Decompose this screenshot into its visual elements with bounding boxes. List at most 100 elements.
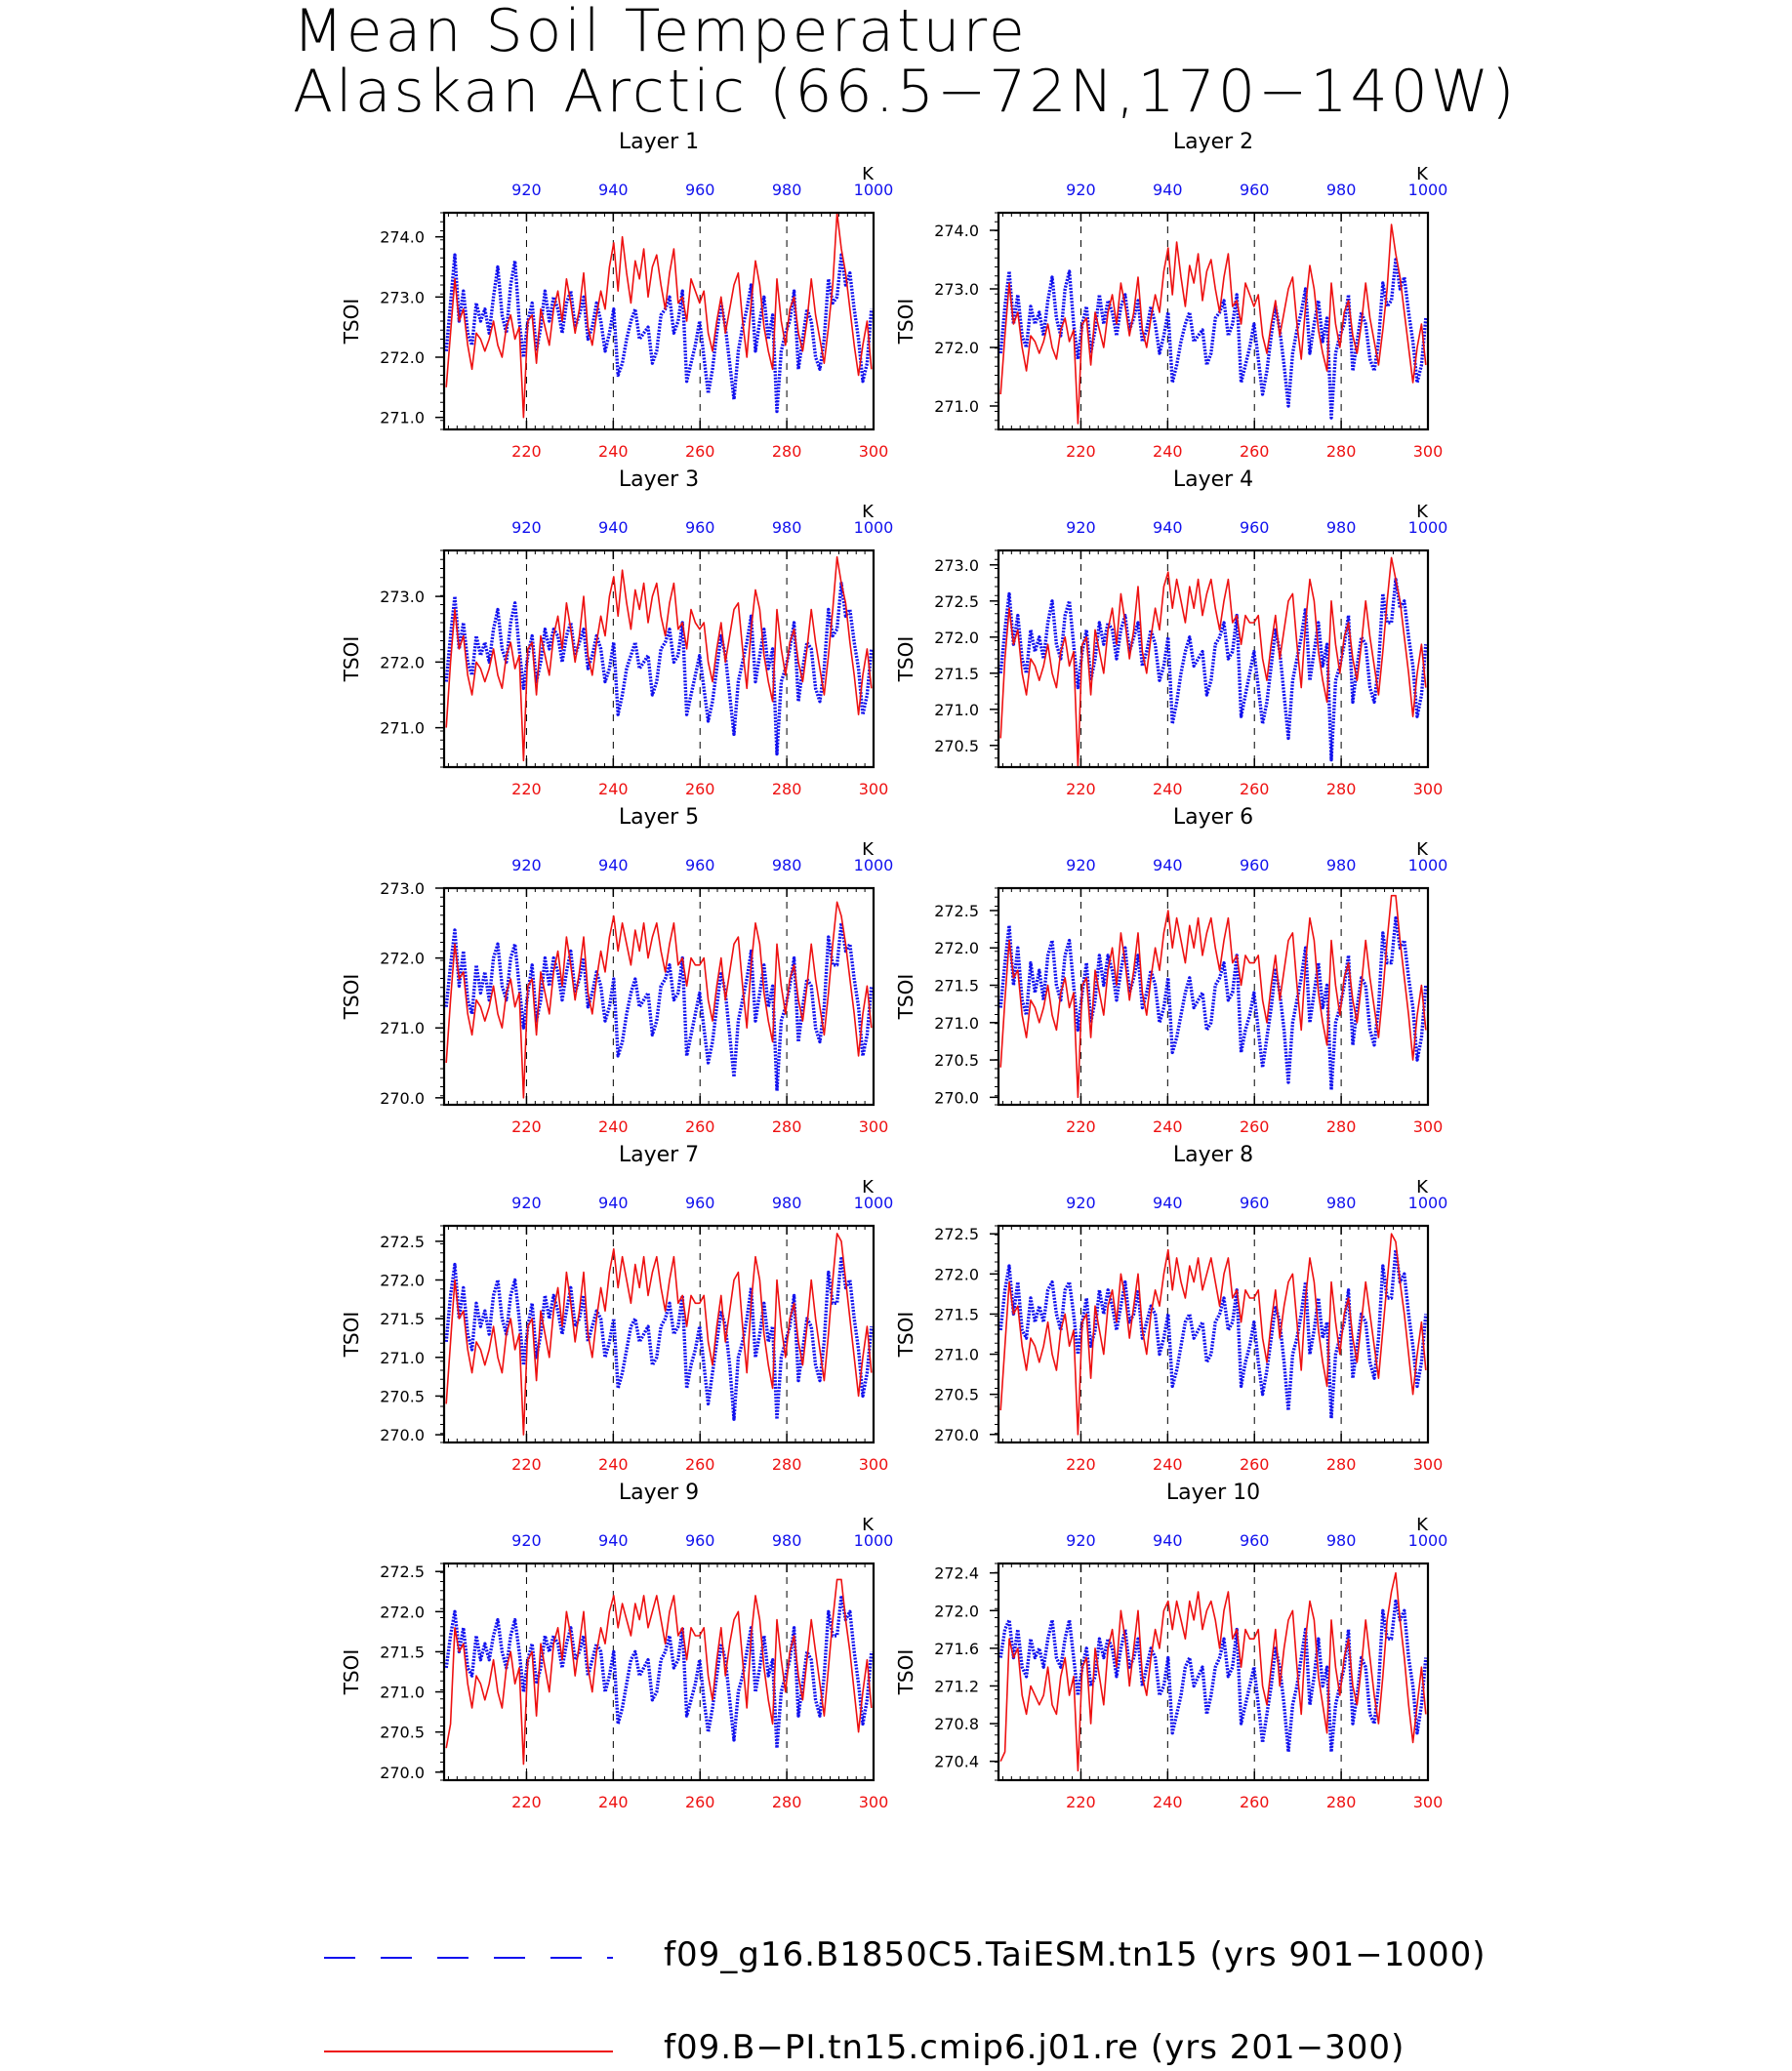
panel-1-left-tick-label: 273.0 bbox=[380, 288, 425, 306]
panel-7-bottom-tick-label: 240 bbox=[598, 1455, 629, 1474]
panel-1-top-tick-label: 940 bbox=[598, 181, 629, 199]
panel-5-bottom-tick-label: 300 bbox=[859, 1117, 889, 1136]
panel-10-bottom-tick-label: 280 bbox=[1326, 1793, 1357, 1811]
panel-6-top-unit: K bbox=[1416, 839, 1429, 860]
panel-10-top-tick-label: 940 bbox=[1153, 1531, 1183, 1550]
panel-8-ylabel: TSOI bbox=[894, 1312, 917, 1359]
panel-6-bottom-tick-label: 240 bbox=[1153, 1117, 1183, 1136]
panel-7-bottom-tick-label: 260 bbox=[685, 1455, 715, 1474]
panel-3-bottom-tick-label: 260 bbox=[685, 780, 715, 798]
panel-10-top-tick-label: 920 bbox=[1066, 1531, 1096, 1550]
panel-9-top-tick-label: 920 bbox=[511, 1531, 542, 1550]
panel-6-left-tick-label: 270.0 bbox=[934, 1088, 979, 1107]
panel-3-top-tick-label: 920 bbox=[511, 518, 542, 537]
panel-5-series-taiesm bbox=[444, 921, 874, 1093]
panel-10-top-tick-label: 980 bbox=[1326, 1531, 1357, 1550]
panel-6-bottom-tick-label: 300 bbox=[1413, 1117, 1444, 1136]
panel-3-top-tick-label: 940 bbox=[598, 518, 629, 537]
panel-3-top-tick-label: 980 bbox=[772, 518, 802, 537]
panel-3-left-tick-label: 273.0 bbox=[380, 588, 425, 606]
panel-1-series-cmip6 bbox=[445, 212, 873, 419]
panel-5-top-tick-label: 940 bbox=[598, 856, 629, 874]
panel-4-left-tick-label: 272.5 bbox=[934, 592, 979, 611]
panel-2-top-tick-label: 960 bbox=[1240, 181, 1270, 199]
panel-9-top-tick-label: 980 bbox=[772, 1531, 802, 1550]
panel-1-top-tick-label: 920 bbox=[511, 181, 542, 199]
panel-5-top-tick-label: 920 bbox=[511, 856, 542, 874]
panel-8-top-tick-label: 980 bbox=[1326, 1194, 1357, 1212]
panel-10-left-tick-label: 270.8 bbox=[934, 1715, 979, 1733]
panel-2-frame bbox=[997, 211, 1430, 431]
panel-8-title: Layer 8 bbox=[1173, 1143, 1253, 1167]
panel-3-bottom-tick-label: 280 bbox=[772, 780, 802, 798]
panel-8-left-tick-label: 272.5 bbox=[934, 1225, 979, 1243]
panel-1-bottom-tick-label: 260 bbox=[685, 442, 715, 461]
panel-3-bottom-tick-label: 220 bbox=[511, 780, 542, 798]
panel-10-bottom-tick-label: 240 bbox=[1153, 1793, 1183, 1811]
panel-2-top-tick-label: 920 bbox=[1066, 181, 1096, 199]
legend-solid-swatch bbox=[324, 2051, 613, 2052]
panel-4-top-unit: K bbox=[1416, 502, 1429, 522]
panel-5-series-cmip6 bbox=[445, 901, 873, 1099]
panel-7-series-taiesm bbox=[444, 1254, 874, 1421]
panel-9-series-taiesm bbox=[444, 1594, 874, 1750]
panel-10-left-tick-label: 270.4 bbox=[934, 1753, 979, 1771]
panel-2-bottom-tick-label: 260 bbox=[1240, 442, 1270, 461]
panel-8-top-tick-label: 920 bbox=[1066, 1194, 1096, 1212]
panel-2-bottom-tick-label: 300 bbox=[1413, 442, 1444, 461]
panel-8-top-tick-label: 940 bbox=[1153, 1194, 1183, 1212]
panel-5-top-tick-label: 980 bbox=[772, 856, 802, 874]
panel-5-ylabel: TSOI bbox=[340, 974, 363, 1021]
panel-10-ylabel: TSOI bbox=[894, 1649, 917, 1696]
panel-3-series-taiesm bbox=[444, 581, 874, 756]
panel-4-bottom-tick-label: 300 bbox=[1413, 780, 1444, 798]
panel-10-frame bbox=[997, 1562, 1430, 1782]
panel-9-series-cmip6 bbox=[445, 1578, 873, 1766]
panel-4-frame bbox=[997, 548, 1430, 769]
panel-9-ylabel: TSOI bbox=[340, 1649, 363, 1696]
panel-5-bottom-tick-label: 280 bbox=[772, 1117, 802, 1136]
panel-4-top-tick-label: 940 bbox=[1153, 518, 1183, 537]
panel-8-series-taiesm bbox=[998, 1247, 1428, 1421]
panel-7-left-tick-label: 272.0 bbox=[380, 1272, 425, 1290]
panel-1-top-tick-label: 980 bbox=[772, 181, 802, 199]
panel-6-left-tick-label: 272.5 bbox=[934, 902, 979, 920]
panel-4-left-tick-label: 271.0 bbox=[934, 701, 979, 719]
panel-1-top-unit: K bbox=[862, 164, 875, 184]
panel-4-top-tick-label: 920 bbox=[1066, 518, 1096, 537]
legend-label-taiesm: f09_g16.B1850C5.TaiESM.tn15 (yrs 901−100… bbox=[664, 1935, 1487, 1974]
panel-6-left-tick-label: 271.0 bbox=[934, 1014, 979, 1033]
panel-5-left-tick-label: 271.0 bbox=[380, 1019, 425, 1037]
panel-3-top-tick-label: 960 bbox=[685, 518, 715, 537]
panel-2-top-unit: K bbox=[1416, 164, 1429, 184]
panel-8-top-unit: K bbox=[1416, 1177, 1429, 1198]
panel-6-top-tick-label: 960 bbox=[1240, 856, 1270, 874]
panel-2-left-tick-label: 271.0 bbox=[934, 397, 979, 416]
panel-6-frame bbox=[997, 886, 1430, 1107]
panel-10-bottom-tick-label: 300 bbox=[1413, 1793, 1444, 1811]
panel-9-bottom-tick-label: 280 bbox=[772, 1793, 802, 1811]
panel-9-top-tick-label: 960 bbox=[685, 1531, 715, 1550]
panel-6-series-cmip6 bbox=[999, 894, 1427, 1099]
panel-9-top-tick-label: 940 bbox=[598, 1531, 629, 1550]
panel-2-bottom-tick-label: 220 bbox=[1066, 442, 1096, 461]
panel-10-left-tick-label: 271.6 bbox=[934, 1640, 979, 1658]
panel-7-bottom-tick-label: 280 bbox=[772, 1455, 802, 1474]
panel-8-bottom-tick-label: 260 bbox=[1240, 1455, 1270, 1474]
panel-8-bottom-tick-label: 300 bbox=[1413, 1455, 1444, 1474]
panel-1-bottom-tick-label: 280 bbox=[772, 442, 802, 461]
panel-4-ylabel: TSOI bbox=[894, 636, 917, 683]
panel-2-series-cmip6 bbox=[999, 223, 1427, 425]
panel-5-bottom-tick-label: 220 bbox=[511, 1117, 542, 1136]
panel-3-bottom-tick-label: 240 bbox=[598, 780, 629, 798]
panel-7-top-tick-label: 980 bbox=[772, 1194, 802, 1212]
panel-2-bottom-tick-label: 280 bbox=[1326, 442, 1357, 461]
legend-label-cmip6: f09.B−PI.tn15.cmip6.j01.re (yrs 201−300) bbox=[664, 2028, 1405, 2067]
panel-5-top-unit: K bbox=[862, 839, 875, 860]
